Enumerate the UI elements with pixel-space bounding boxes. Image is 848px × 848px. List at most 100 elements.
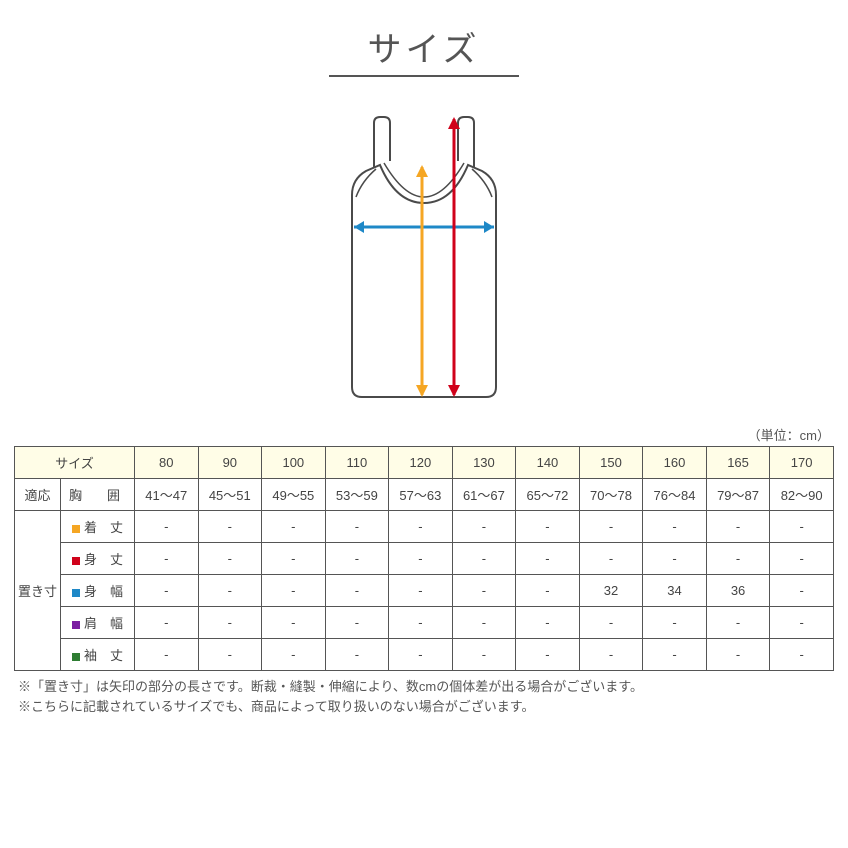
cell: - (198, 543, 262, 575)
cell: - (770, 639, 834, 671)
row-label: 着 丈 (61, 511, 135, 543)
cell: - (325, 607, 389, 639)
col-size-val: 150 (579, 447, 643, 479)
cell: - (516, 543, 580, 575)
title-underline (329, 75, 519, 77)
cell: - (452, 607, 516, 639)
fit-label: 適応 (15, 479, 61, 511)
cell: 65～72 (516, 479, 580, 511)
marker-icon (72, 589, 80, 597)
length-arrow-icon (416, 165, 428, 397)
note-line: ※こちらに記載されているサイズでも、商品によって取り扱いのない場合がございます。 (18, 697, 830, 717)
laid-label: 置き寸 (15, 511, 61, 671)
marker-icon (72, 621, 80, 629)
cell: - (516, 639, 580, 671)
col-size-val: 80 (135, 447, 199, 479)
cell: - (579, 607, 643, 639)
cell: - (706, 639, 770, 671)
cell: - (325, 511, 389, 543)
col-size-val: 160 (643, 447, 707, 479)
cell: - (706, 511, 770, 543)
marker-icon (72, 525, 80, 533)
cell: - (643, 639, 707, 671)
table-row: 袖 丈 - - - - - - - - - - - (15, 639, 834, 671)
col-size: サイズ (15, 447, 135, 479)
cell: - (325, 543, 389, 575)
cell: 79～87 (706, 479, 770, 511)
cell: - (262, 511, 326, 543)
col-size-val: 170 (770, 447, 834, 479)
cell: - (770, 511, 834, 543)
cell: 36 (706, 575, 770, 607)
col-size-val: 130 (452, 447, 516, 479)
cell: - (135, 639, 199, 671)
cell: - (135, 543, 199, 575)
cell: - (262, 639, 326, 671)
cell: - (770, 575, 834, 607)
cell: 34 (643, 575, 707, 607)
cell: 57～63 (389, 479, 453, 511)
col-size-val: 100 (262, 447, 326, 479)
cell: - (579, 639, 643, 671)
col-size-val: 90 (198, 447, 262, 479)
cell: - (198, 575, 262, 607)
cell: 70～78 (579, 479, 643, 511)
marker-icon (72, 653, 80, 661)
footnotes: ※「置き寸」は矢印の部分の長さです。断裁・縫製・伸縮により、数cmの個体差が出る… (0, 671, 848, 716)
cell: - (706, 543, 770, 575)
col-size-val: 165 (706, 447, 770, 479)
cell: - (706, 607, 770, 639)
cell: 82～90 (770, 479, 834, 511)
row-label: 袖 丈 (61, 639, 135, 671)
cell: 49～55 (262, 479, 326, 511)
table-row: 適応 胸 囲 41～47 45～51 49～55 53～59 57～63 61～… (15, 479, 834, 511)
cell: - (389, 639, 453, 671)
marker-icon (72, 557, 80, 565)
cell: - (579, 511, 643, 543)
cell: 41～47 (135, 479, 199, 511)
cell: 32 (579, 575, 643, 607)
cell: - (135, 607, 199, 639)
table-header-row: サイズ 80 90 100 110 120 130 140 150 160 16… (15, 447, 834, 479)
cell: - (516, 575, 580, 607)
cell: - (452, 639, 516, 671)
cell: - (516, 511, 580, 543)
cell: - (389, 575, 453, 607)
cell: - (198, 607, 262, 639)
cell: - (452, 575, 516, 607)
row-label: 肩 幅 (61, 607, 135, 639)
width-arrow-icon (354, 221, 494, 233)
cell: - (325, 575, 389, 607)
garment-outline (352, 117, 496, 397)
row-label: 身 丈 (61, 543, 135, 575)
row-label: 身 幅 (61, 575, 135, 607)
col-size-val: 120 (389, 447, 453, 479)
note-line: ※「置き寸」は矢印の部分の長さです。断裁・縫製・伸縮により、数cmの個体差が出る… (18, 677, 830, 697)
cell: 61～67 (452, 479, 516, 511)
cell: 76～84 (643, 479, 707, 511)
cell: - (452, 543, 516, 575)
unit-label: （単位：cm） (0, 425, 848, 444)
col-size-val: 110 (325, 447, 389, 479)
table-row: 置き寸 着 丈 - - - - - - - - - - - (15, 511, 834, 543)
table-row: 肩 幅 - - - - - - - - - - - (15, 607, 834, 639)
cell: - (579, 543, 643, 575)
cell: - (262, 575, 326, 607)
col-size-val: 140 (516, 447, 580, 479)
size-table: サイズ 80 90 100 110 120 130 140 150 160 16… (14, 446, 834, 671)
cell: - (452, 511, 516, 543)
cell: - (770, 607, 834, 639)
cell: - (516, 607, 580, 639)
cell: - (389, 607, 453, 639)
cell: - (198, 511, 262, 543)
chest-label: 胸 囲 (61, 479, 135, 511)
title-block: サイズ (0, 0, 848, 77)
cell: - (262, 543, 326, 575)
page-title: サイズ (368, 22, 481, 75)
cell: - (643, 511, 707, 543)
cell: - (325, 639, 389, 671)
garment-diagram (304, 107, 544, 407)
cell: 53～59 (325, 479, 389, 511)
cell: - (198, 639, 262, 671)
cell: - (135, 511, 199, 543)
